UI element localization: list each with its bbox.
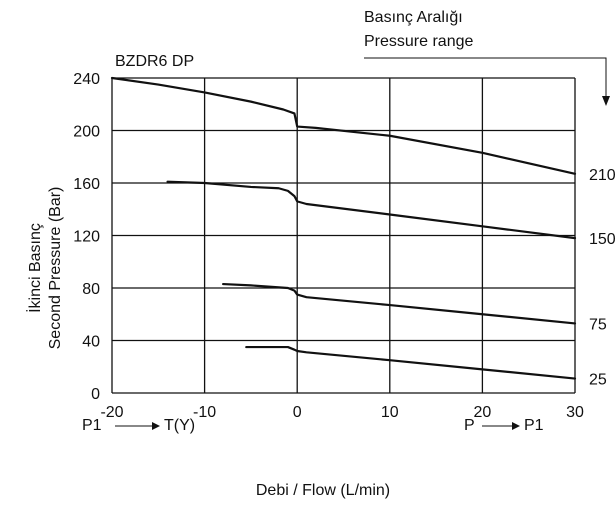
x-tick-label: 0 <box>293 404 302 421</box>
tick-labels: 0 40 80 120 160 200 240 -20 -10 0 10 20 30 <box>73 71 584 421</box>
x-tick-label: 30 <box>566 404 584 421</box>
y-tick-label: 80 <box>82 281 100 298</box>
series-label-210: 210 <box>589 167 615 184</box>
y-tick-label: 240 <box>73 71 100 88</box>
range-legend-line2: Pressure range <box>364 33 473 50</box>
y-tick-label: 120 <box>73 229 100 246</box>
flow-right-to: P1 <box>524 417 544 434</box>
flow-left-to: T(Y) <box>164 417 195 434</box>
flow-left-arrowhead <box>152 422 160 430</box>
y-axis-label-line2: Second Pressure (Bar) <box>47 187 64 350</box>
series-line-25 <box>245 345 577 380</box>
y-tick-label: 160 <box>73 176 100 193</box>
series-label-75: 75 <box>589 316 607 333</box>
y-axis-label-line1: İkinci Basınç <box>25 223 44 313</box>
chart-title: BZDR6 DP <box>115 53 194 70</box>
x-axis-label: Debi / Flow (L/min) <box>256 482 390 499</box>
flow-right-from: P <box>464 417 475 434</box>
series-line-150 <box>166 180 577 240</box>
y-tick-label: 40 <box>82 334 100 351</box>
y-tick-label: 0 <box>91 386 100 403</box>
flow-right-arrowhead <box>512 422 520 430</box>
flow-left-from: P1 <box>82 417 102 434</box>
y-tick-label: 200 <box>73 124 100 141</box>
x-tick-label: 10 <box>381 404 399 421</box>
series-line-210 <box>110 76 577 175</box>
grid-lines <box>111 77 576 394</box>
x-tick-label: -10 <box>193 404 216 421</box>
series-label-25: 25 <box>589 372 607 389</box>
range-legend-arrowhead <box>602 96 610 106</box>
series-line-75 <box>222 282 577 325</box>
x-tick-label: 20 <box>474 404 492 421</box>
series-lines: 210 150 75 25 <box>110 76 615 389</box>
x-tick-label: -20 <box>100 404 123 421</box>
range-legend-line1: Basınç Aralığı <box>364 9 463 26</box>
range-legend-arrow <box>364 57 607 98</box>
series-label-150: 150 <box>589 231 615 248</box>
